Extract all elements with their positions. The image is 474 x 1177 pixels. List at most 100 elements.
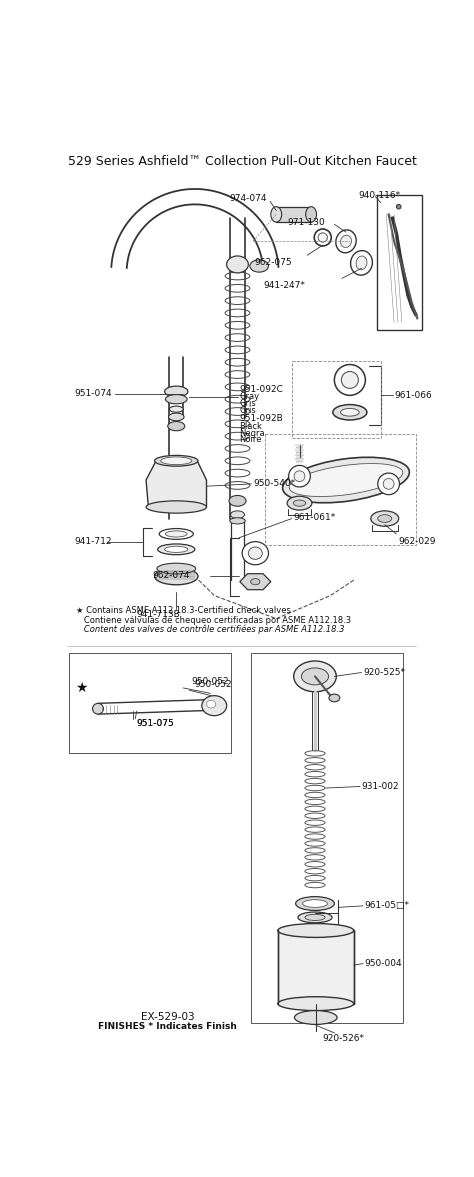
Text: 951-075: 951-075 <box>137 719 174 727</box>
Ellipse shape <box>161 457 192 465</box>
Text: Content des valves de contrôle certifiées par ASME A112.18.3: Content des valves de contrôle certifiée… <box>76 625 345 634</box>
Ellipse shape <box>207 700 216 707</box>
Text: 920-526*: 920-526* <box>323 1033 365 1043</box>
Ellipse shape <box>169 406 183 412</box>
Text: Gris: Gris <box>239 399 256 408</box>
Text: FINISHES * Indicates Finish: FINISHES * Indicates Finish <box>98 1023 237 1031</box>
Polygon shape <box>146 460 207 507</box>
Ellipse shape <box>164 546 188 552</box>
Ellipse shape <box>298 912 332 923</box>
Text: 951-092C: 951-092C <box>239 385 283 393</box>
Ellipse shape <box>164 386 188 397</box>
Ellipse shape <box>318 233 328 242</box>
Ellipse shape <box>333 405 367 420</box>
Ellipse shape <box>168 421 185 431</box>
Text: 950-540*: 950-540* <box>253 479 295 488</box>
Text: Contiene válvulas de chequeo certificadas por ASME A112.18.3: Contiene válvulas de chequeo certificada… <box>76 616 351 625</box>
Bar <box>292 360 381 438</box>
Ellipse shape <box>334 365 365 395</box>
Ellipse shape <box>158 544 195 554</box>
Ellipse shape <box>289 464 403 497</box>
Ellipse shape <box>287 497 312 510</box>
Text: 951-075: 951-075 <box>137 719 174 727</box>
Text: ★ Contains ASME A112.18.3-Certified check valves: ★ Contains ASME A112.18.3-Certified chec… <box>76 606 291 616</box>
Ellipse shape <box>250 260 268 272</box>
Text: 950-052: 950-052 <box>191 677 228 686</box>
Ellipse shape <box>378 514 392 523</box>
Ellipse shape <box>289 465 310 487</box>
Bar <box>276 207 311 222</box>
Ellipse shape <box>294 661 337 692</box>
Ellipse shape <box>202 696 227 716</box>
Ellipse shape <box>227 255 248 273</box>
Text: 950-052: 950-052 <box>194 680 232 690</box>
Bar <box>377 195 422 330</box>
Text: 951-092B: 951-092B <box>239 414 283 423</box>
Text: 941-712: 941-712 <box>75 537 112 546</box>
Text: 529 Series Ashfield™ Collection Pull-Out Kitchen Faucet: 529 Series Ashfield™ Collection Pull-Out… <box>68 155 418 168</box>
Ellipse shape <box>165 394 187 404</box>
Text: 941-247*: 941-247* <box>264 281 306 291</box>
Text: 920-525*: 920-525* <box>363 669 405 677</box>
Text: 961-066: 961-066 <box>394 391 432 400</box>
Ellipse shape <box>278 924 354 937</box>
Text: 961-061*: 961-061* <box>293 512 336 521</box>
Ellipse shape <box>301 667 328 685</box>
Text: Negra: Negra <box>239 428 264 438</box>
Ellipse shape <box>146 501 207 513</box>
Polygon shape <box>240 573 271 590</box>
Ellipse shape <box>159 528 193 539</box>
Ellipse shape <box>294 1011 337 1024</box>
Ellipse shape <box>169 413 184 420</box>
Text: 971-130: 971-130 <box>288 218 326 227</box>
Bar <box>69 653 231 753</box>
Bar <box>264 434 416 545</box>
Text: 950-004: 950-004 <box>365 959 402 969</box>
Ellipse shape <box>230 511 245 519</box>
Text: 951-074: 951-074 <box>75 388 112 398</box>
Ellipse shape <box>340 235 352 247</box>
Ellipse shape <box>155 455 198 466</box>
Ellipse shape <box>92 704 103 714</box>
Ellipse shape <box>356 257 367 270</box>
Bar <box>278 931 354 1004</box>
Text: Gray: Gray <box>239 392 259 401</box>
Ellipse shape <box>242 541 268 565</box>
Ellipse shape <box>157 564 196 574</box>
Ellipse shape <box>341 408 359 417</box>
Text: ★: ★ <box>75 681 87 694</box>
Ellipse shape <box>248 547 262 559</box>
Ellipse shape <box>302 899 328 907</box>
Ellipse shape <box>230 518 245 524</box>
Ellipse shape <box>165 531 187 537</box>
Text: 962-074: 962-074 <box>152 571 190 580</box>
Ellipse shape <box>329 694 340 701</box>
Text: Gris: Gris <box>239 406 256 415</box>
Ellipse shape <box>341 372 358 388</box>
Text: 940-116*: 940-116* <box>358 191 401 200</box>
Text: 961-05□*: 961-05□* <box>365 902 410 910</box>
Ellipse shape <box>229 496 246 506</box>
Ellipse shape <box>306 207 317 222</box>
Ellipse shape <box>293 500 306 506</box>
Ellipse shape <box>251 579 260 585</box>
Ellipse shape <box>305 915 325 920</box>
Text: 941-713B: 941-713B <box>137 610 181 619</box>
Ellipse shape <box>378 473 400 494</box>
Ellipse shape <box>336 230 356 253</box>
Text: 974-074: 974-074 <box>230 194 267 204</box>
Ellipse shape <box>371 511 399 526</box>
Text: 962-029: 962-029 <box>398 537 436 546</box>
Ellipse shape <box>351 251 373 275</box>
Ellipse shape <box>271 207 282 222</box>
Ellipse shape <box>396 205 401 210</box>
Text: Noire: Noire <box>239 435 262 445</box>
Ellipse shape <box>278 997 354 1011</box>
Ellipse shape <box>296 897 334 911</box>
Ellipse shape <box>283 458 410 503</box>
Ellipse shape <box>383 479 394 490</box>
Text: 931-002: 931-002 <box>362 782 399 791</box>
Text: EX-529-03: EX-529-03 <box>141 1012 194 1023</box>
Bar <box>251 653 402 1023</box>
Text: Black: Black <box>239 421 262 431</box>
